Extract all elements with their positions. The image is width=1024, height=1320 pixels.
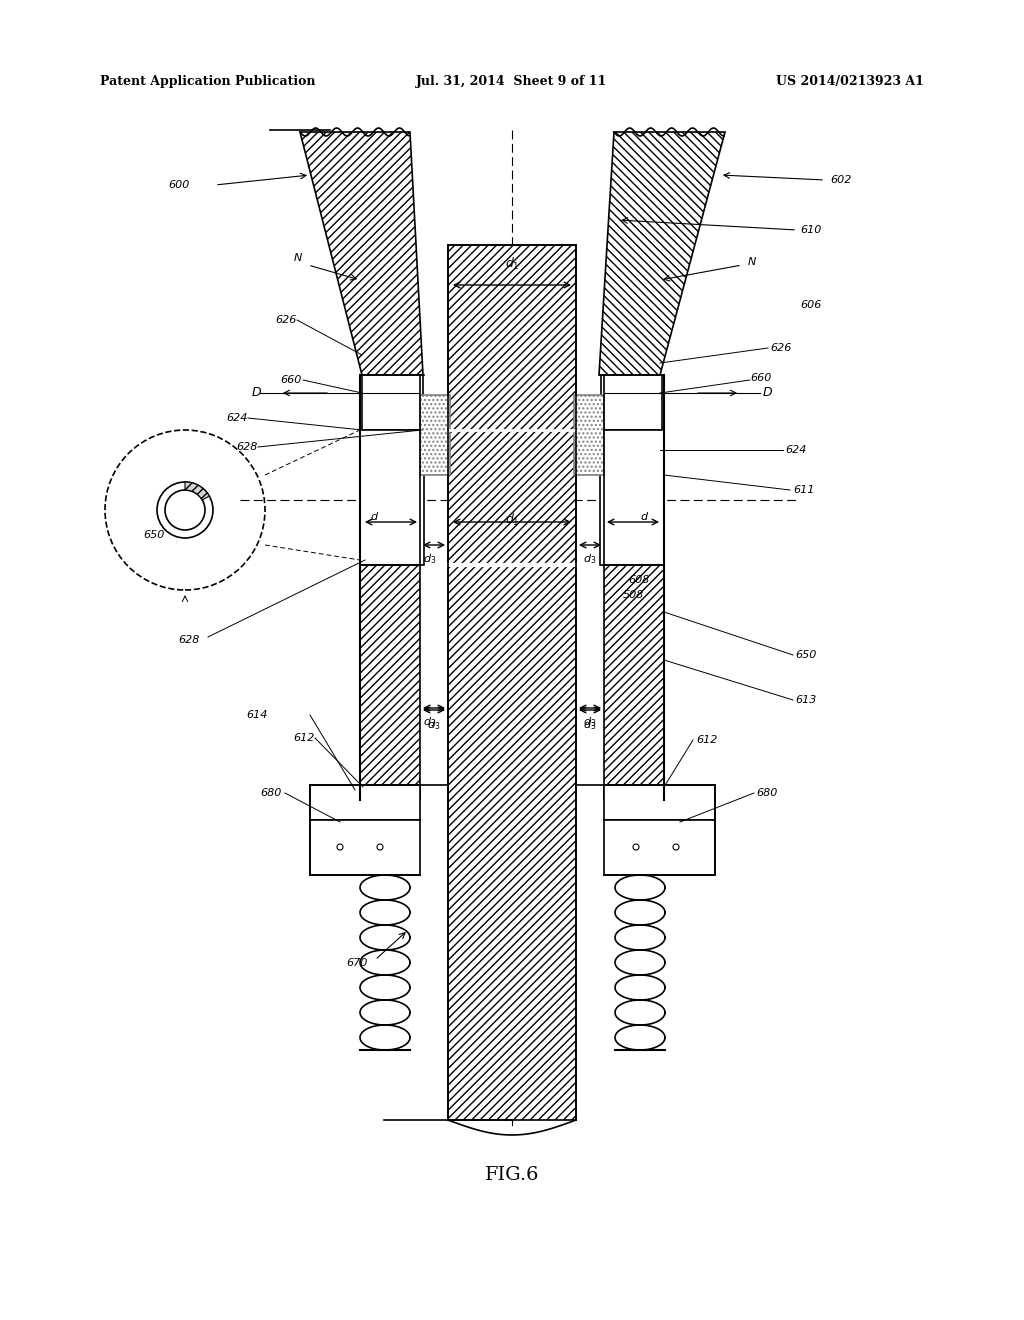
- Text: 600: 600: [169, 180, 190, 190]
- Text: 606: 606: [800, 300, 821, 310]
- Text: 626: 626: [275, 315, 297, 325]
- Text: $d_3$: $d_3$: [423, 715, 436, 729]
- Polygon shape: [604, 785, 715, 820]
- Text: $d_3$: $d_3$: [584, 718, 597, 731]
- Text: 613: 613: [795, 696, 816, 705]
- Text: 650: 650: [795, 649, 816, 660]
- Polygon shape: [600, 430, 664, 565]
- Polygon shape: [310, 820, 420, 875]
- Text: 602: 602: [830, 176, 851, 185]
- Polygon shape: [420, 395, 450, 475]
- Polygon shape: [360, 565, 420, 800]
- Text: $d_3$: $d_3$: [427, 718, 440, 731]
- Text: N: N: [748, 257, 757, 267]
- Text: $d_1$: $d_1$: [505, 256, 519, 272]
- Polygon shape: [601, 375, 662, 430]
- Text: 614: 614: [247, 710, 268, 719]
- Text: $d$: $d$: [371, 510, 380, 521]
- Text: $D$: $D$: [251, 387, 262, 400]
- Polygon shape: [574, 395, 604, 475]
- Text: 612: 612: [696, 735, 718, 744]
- Polygon shape: [599, 132, 725, 375]
- Text: 624: 624: [785, 445, 806, 455]
- Text: 611: 611: [793, 484, 814, 495]
- Text: 608: 608: [628, 576, 649, 585]
- Polygon shape: [449, 246, 575, 1119]
- Wedge shape: [185, 482, 209, 500]
- Text: 660: 660: [281, 375, 302, 385]
- Circle shape: [165, 490, 205, 531]
- Text: Patent Application Publication: Patent Application Publication: [100, 75, 315, 88]
- Text: 508: 508: [623, 590, 644, 601]
- Polygon shape: [360, 430, 424, 565]
- Text: 660: 660: [750, 374, 771, 383]
- Text: 612: 612: [294, 733, 315, 743]
- Text: US 2014/0213923 A1: US 2014/0213923 A1: [776, 75, 924, 88]
- Text: 670: 670: [347, 958, 368, 968]
- Text: FIG.6: FIG.6: [484, 1166, 540, 1184]
- Text: 680: 680: [756, 788, 777, 799]
- Polygon shape: [604, 820, 715, 875]
- Text: Jul. 31, 2014  Sheet 9 of 11: Jul. 31, 2014 Sheet 9 of 11: [417, 75, 607, 88]
- Polygon shape: [300, 132, 423, 375]
- Text: 680: 680: [261, 788, 282, 799]
- Text: N: N: [294, 253, 302, 263]
- Text: 650: 650: [143, 531, 165, 540]
- Text: $d_3$: $d_3$: [423, 552, 436, 566]
- Text: $d_3$: $d_3$: [584, 715, 597, 729]
- Text: $d_3$: $d_3$: [584, 552, 597, 566]
- Polygon shape: [310, 785, 420, 820]
- Text: 624: 624: [226, 413, 248, 422]
- Text: 628: 628: [178, 635, 200, 645]
- Polygon shape: [362, 375, 423, 430]
- Text: 626: 626: [770, 343, 792, 352]
- Text: 610: 610: [800, 224, 821, 235]
- Text: $d$: $d$: [640, 510, 649, 521]
- Text: 628: 628: [237, 442, 258, 451]
- Text: $D$: $D$: [762, 387, 773, 400]
- Text: $d_1$: $d_1$: [505, 512, 519, 528]
- Polygon shape: [604, 565, 664, 800]
